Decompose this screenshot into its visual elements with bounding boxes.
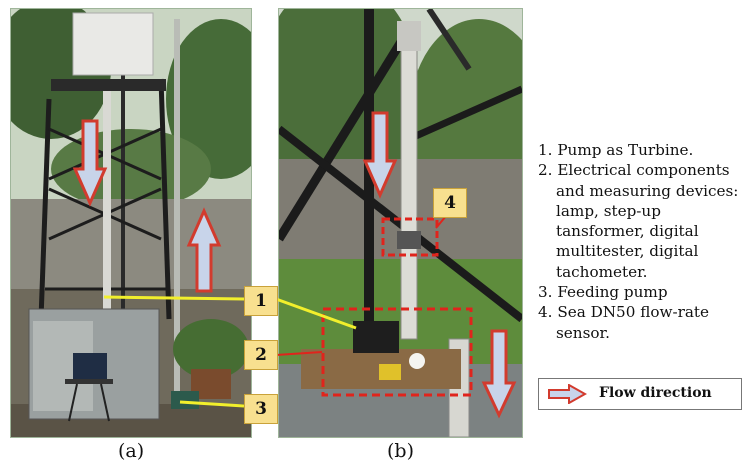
flow-arrow-down-a (72, 119, 108, 207)
sensor-highlight-box (381, 217, 439, 257)
legend-item-3: 3. Feeding pump (538, 283, 668, 302)
flow-direction-arrow-icon (548, 384, 587, 404)
legend-item-4: 4. Sea DN50 flow-rate sensor. (538, 303, 710, 342)
photo-a-image (11, 9, 251, 437)
callout-label-2: 2 (244, 340, 278, 370)
callout-label-3: 3 (244, 394, 278, 424)
panel-b-caption: (b) (387, 440, 414, 462)
flow-direction-legend: Flow direction (538, 378, 742, 410)
legend-item-1: 1. Pump as Turbine. (538, 141, 694, 159)
panel-a-caption: (a) (118, 440, 145, 462)
flow-arrow-up-a (186, 207, 222, 293)
callout-label-4: 4 (433, 188, 467, 218)
flow-arrow-down-b-top (362, 111, 398, 199)
component-legend: 1. Pump as Turbine. 2. Electrical compon… (538, 140, 744, 343)
photo-panel-a (10, 8, 252, 438)
callout-label-1: 1 (244, 286, 278, 316)
legend-item-2: 2. Electrical components and measuring d… (538, 161, 739, 281)
flow-arrow-down-b-right (481, 329, 517, 419)
flow-direction-label: Flow direction (599, 385, 712, 401)
